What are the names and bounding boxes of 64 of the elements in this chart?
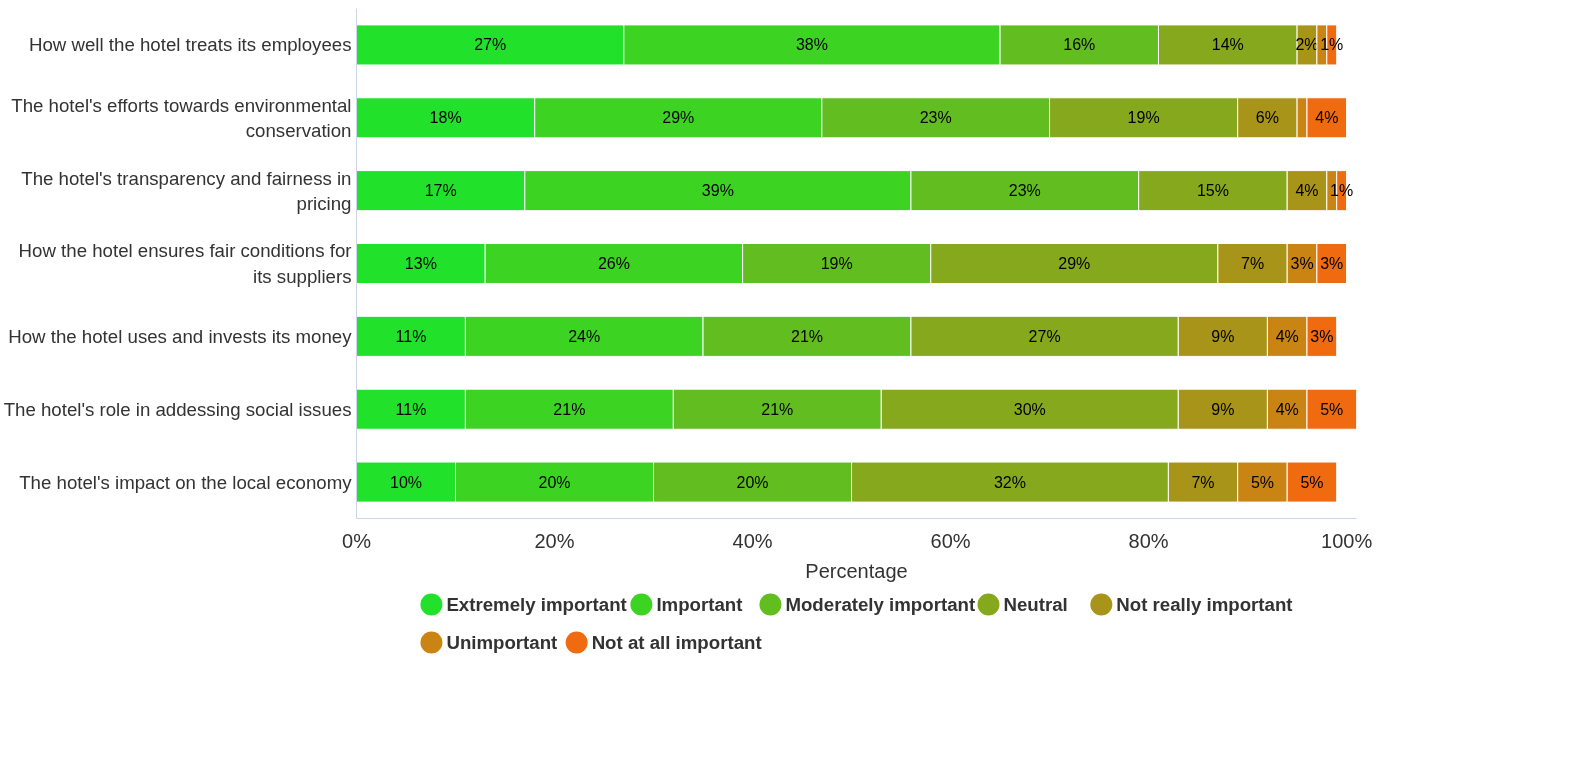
data-label: 5% — [1300, 473, 1324, 491]
legend-label: Not at all important — [591, 632, 762, 653]
data-label: 14% — [1211, 36, 1244, 54]
data-label: 3% — [1310, 327, 1334, 345]
data-label: 4% — [1275, 400, 1299, 418]
data-label: 20% — [736, 473, 769, 491]
y-tick-label: How the hotel ensures fair conditions for its suppliers — [18, 240, 352, 287]
data-label: 39% — [701, 182, 734, 200]
data-label: 27% — [1028, 327, 1061, 345]
data-label: 23% — [919, 109, 952, 127]
data-label: 26% — [597, 255, 630, 272]
data-label: 20% — [538, 473, 571, 491]
data-label: 16% — [1063, 36, 1096, 54]
data-label: 6% — [1255, 109, 1279, 127]
data-label: 21% — [761, 400, 794, 418]
legend-label: Neutral — [1003, 594, 1068, 615]
data-label: 11% — [395, 400, 427, 418]
data-label: 32% — [993, 473, 1026, 491]
data-label: 15% — [1196, 182, 1229, 200]
data-label: 19% — [1127, 109, 1160, 127]
data-label: 24% — [568, 327, 601, 345]
data-label: 7% — [1240, 255, 1265, 272]
data-label: 29% — [1058, 255, 1091, 272]
x-tick-label: 100% — [1321, 529, 1373, 552]
data-label: 11% — [395, 327, 427, 345]
legend-label: Extremely important — [446, 594, 627, 615]
x-tick-label: 20% — [534, 529, 575, 552]
data-label: 4% — [1275, 327, 1299, 345]
y-tick-label: The hotel's role in addessing social issues — [3, 398, 352, 420]
y-tick-label: The hotel's impact on the local economy — [19, 471, 353, 493]
data-label: 23% — [1008, 182, 1041, 200]
y-tick-label: The hotel's efforts towards environmental conservation — [11, 94, 352, 141]
x-tick-label: 80% — [1128, 529, 1169, 552]
data-label: 4% — [1295, 182, 1319, 200]
data-label: 21% — [790, 327, 824, 345]
data-label: 9% — [1211, 327, 1235, 345]
data-label: 3% — [1320, 255, 1344, 272]
x-tick-label: 0% — [342, 529, 372, 552]
data-label: 17% — [424, 182, 457, 200]
data-label: 5% — [1250, 473, 1274, 491]
data-label: 21% — [553, 400, 586, 418]
data-label: 29% — [662, 109, 695, 127]
y-tick-label: The hotel's transparency and fairness in pricing — [21, 167, 352, 214]
y-tick-label: How the hotel uses and invests its money — [8, 325, 353, 347]
data-label: 27% — [474, 36, 507, 54]
data-label: 13% — [404, 255, 437, 272]
data-label: 19% — [820, 255, 853, 272]
data-label: 5% — [1320, 400, 1344, 418]
x-tick-label: 40% — [732, 529, 773, 552]
data-label: 3% — [1290, 255, 1314, 272]
data-label: 18% — [429, 109, 462, 127]
legend-label: Unimportant — [446, 632, 558, 653]
x-axis-title: Percentage — [805, 559, 908, 582]
legend-label: Moderately important — [785, 594, 976, 615]
legend-label: Not really important — [1116, 594, 1293, 615]
data-label: 30% — [1013, 400, 1046, 418]
data-label: 38% — [795, 36, 828, 54]
legend-label: Important — [656, 594, 743, 615]
data-label: 4% — [1315, 109, 1339, 127]
data-label: 9% — [1211, 400, 1235, 418]
data-label: 10% — [389, 473, 423, 491]
data-label: 7% — [1191, 473, 1215, 491]
y-tick-label: How well the hotel treats its employees — [29, 34, 352, 56]
x-tick-label: 60% — [930, 529, 971, 552]
